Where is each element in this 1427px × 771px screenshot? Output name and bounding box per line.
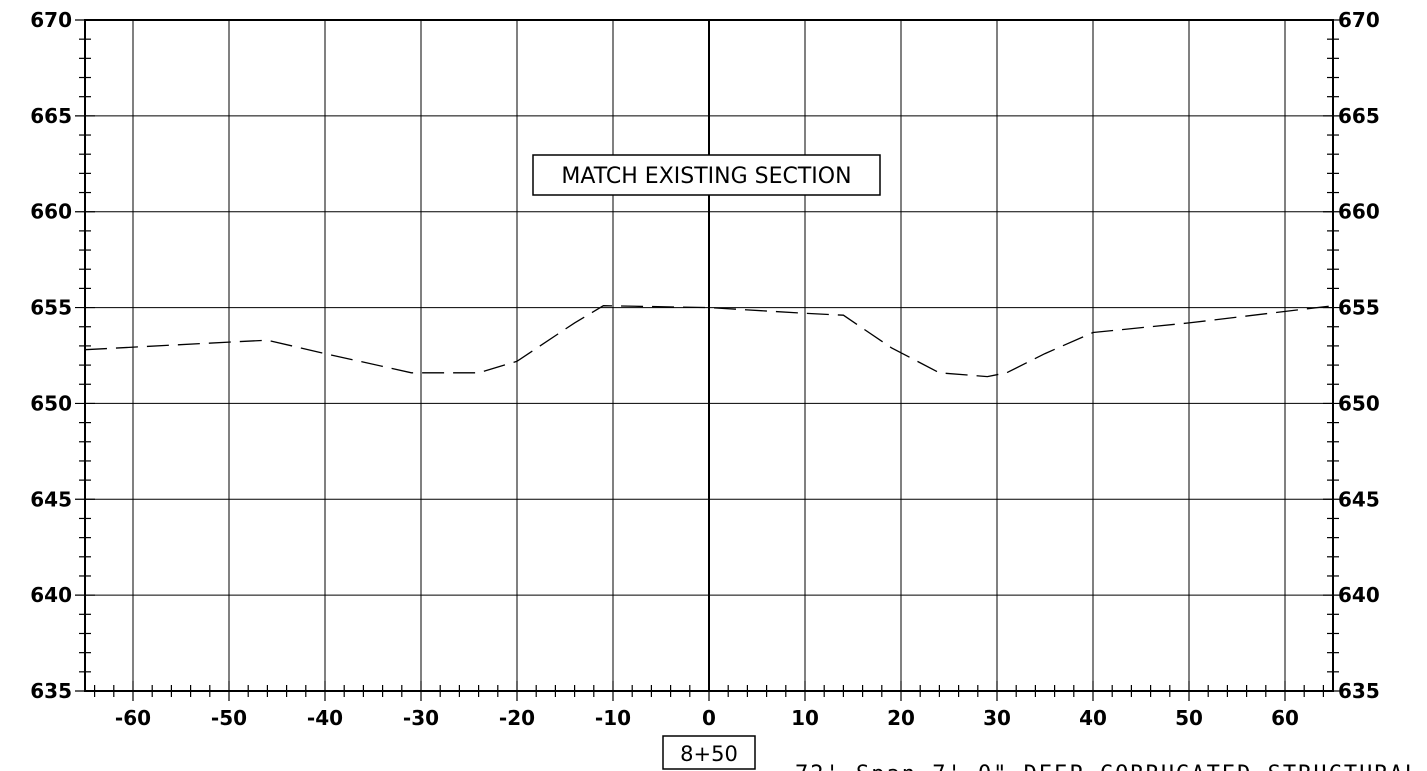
x-tick-label: 20	[887, 706, 915, 730]
x-tick-label: -20	[499, 706, 535, 730]
x-tick-label: -60	[115, 706, 151, 730]
y-tick-label-right: 665	[1338, 104, 1380, 128]
y-axis-right-labels: 635 640 645 650 655 660 665 670	[1338, 8, 1380, 703]
note-text: MATCH EXISTING SECTION	[561, 164, 851, 189]
y-tick-label-right: 670	[1338, 8, 1380, 32]
y-tick-label-left: 670	[30, 8, 72, 32]
y-tick-label-right: 635	[1338, 679, 1380, 703]
y-axis-left-labels: 635 640 645 650 655 660 665 670	[30, 8, 72, 703]
x-tick-label: 60	[1271, 706, 1299, 730]
bottom-caption: 72' Span 7' 0" DEEP CORRUGATED STRUCTURA…	[795, 762, 1420, 771]
y-tick-label-left: 650	[30, 391, 72, 415]
station-box	[662, 735, 756, 770]
x-axis-labels: -60 -50 -40 -30 -20 -10 0 10 20 30 40 50 60	[115, 706, 1299, 730]
x-tick-label: -30	[403, 706, 439, 730]
y-tick-label-right: 660	[1338, 200, 1380, 224]
bottom-caption-text: 72' Span 7' 0" DEEP CORRUGATED STRUCTURA…	[795, 762, 1420, 771]
x-tick-label: 50	[1175, 706, 1203, 730]
x-tick-label: -40	[307, 706, 343, 730]
x-tick-label: -10	[595, 706, 631, 730]
x-tick-label: 40	[1079, 706, 1107, 730]
x-tick-label: 30	[983, 706, 1011, 730]
y-tick-label-left: 660	[30, 200, 72, 224]
y-tick-label-right: 650	[1338, 391, 1380, 415]
existing-ground-line	[84, 305, 1334, 378]
x-tick-label: 0	[702, 706, 716, 730]
match-existing-note: MATCH EXISTING SECTION	[532, 154, 881, 196]
y-tick-label-left: 655	[30, 296, 72, 320]
x-tick-label: 10	[791, 706, 819, 730]
station-tag: 8+50	[662, 735, 756, 770]
y-tick-label-left: 645	[30, 487, 72, 511]
note-box	[532, 154, 881, 196]
y-tick-label-left: 640	[30, 583, 72, 607]
y-tick-label-right: 645	[1338, 487, 1380, 511]
y-tick-label-left: 635	[30, 679, 72, 703]
station-text: 8+50	[680, 742, 738, 766]
y-tick-label-right: 640	[1338, 583, 1380, 607]
x-tick-label: -50	[211, 706, 247, 730]
y-tick-label-left: 665	[30, 104, 72, 128]
y-tick-label-right: 655	[1338, 296, 1380, 320]
